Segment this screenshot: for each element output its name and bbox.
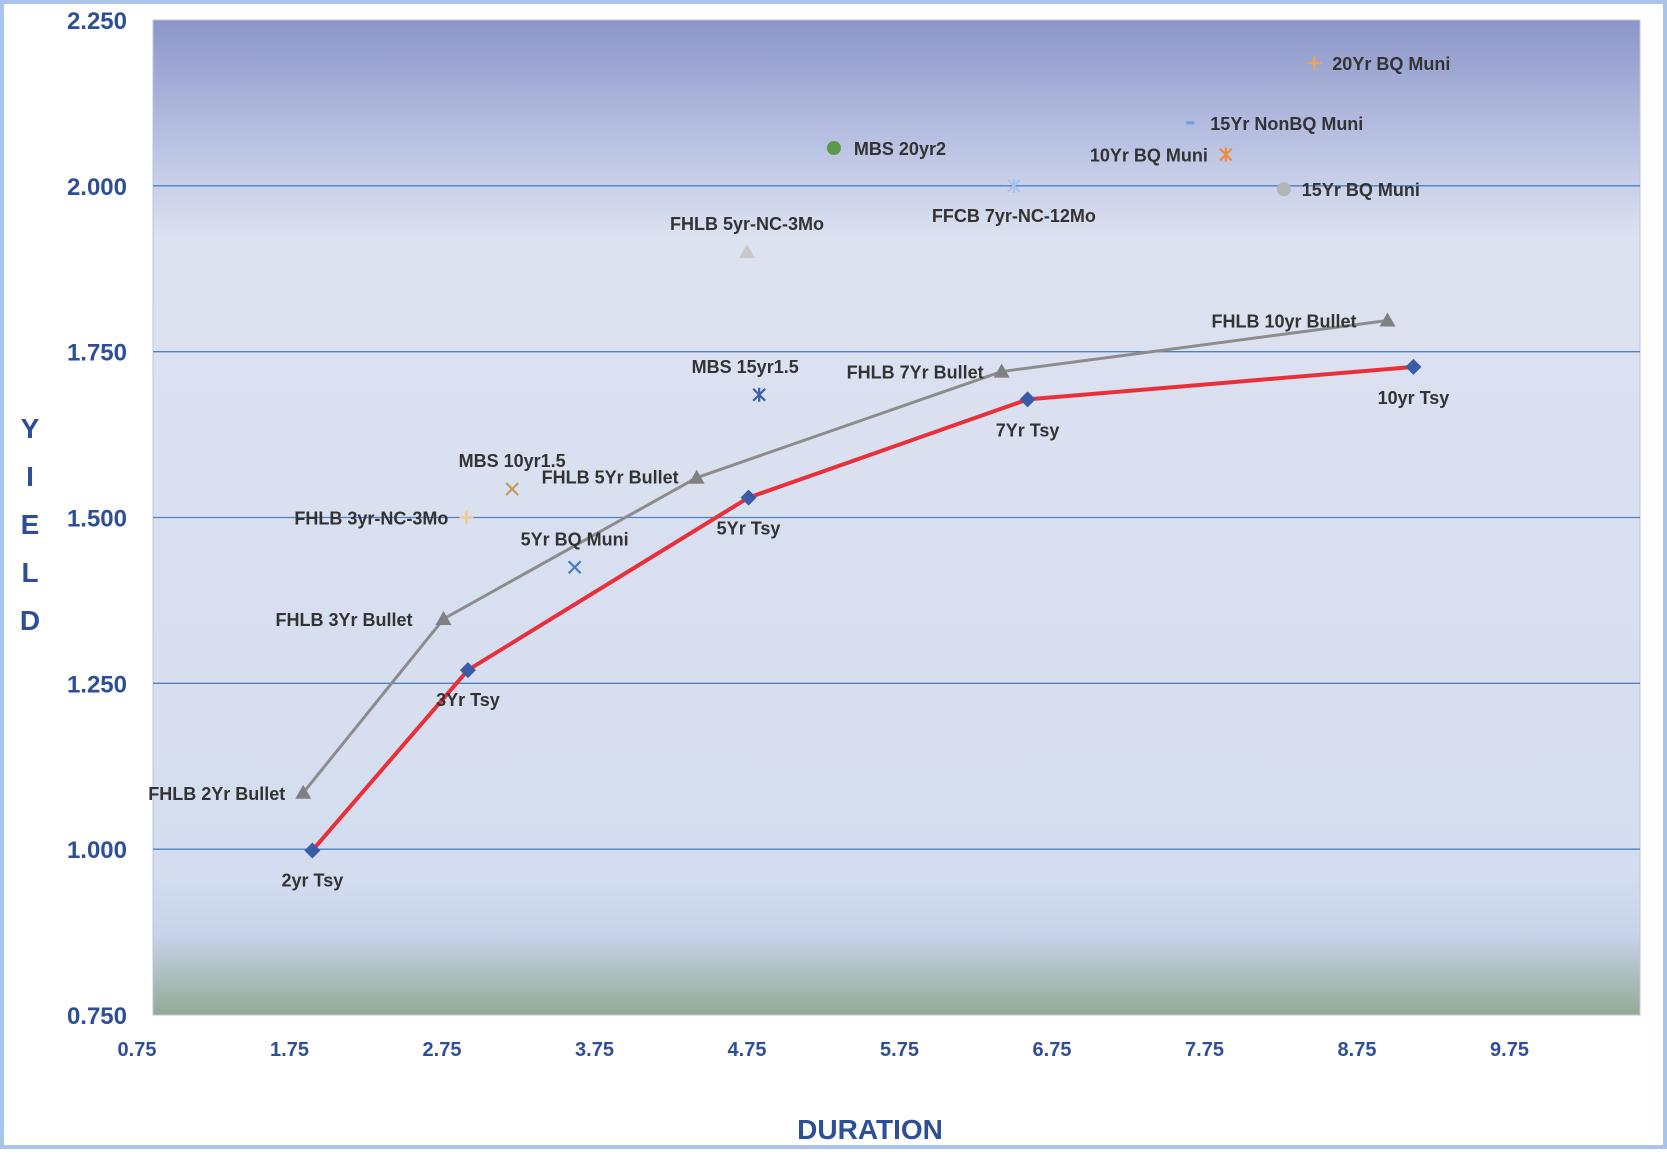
marker-mbs-10yr1-5 [505, 482, 519, 496]
marker-fhlb-5yr-bullet [688, 469, 705, 484]
point-label-2yr-tsy: 2yr Tsy [282, 870, 344, 890]
y-axis-title-letter: D [20, 605, 40, 636]
y-axis-title-letter: Y [21, 413, 40, 444]
point-label-7yr-tsy: 7Yr Tsy [996, 420, 1060, 440]
y-tick-label: 1.500 [67, 506, 127, 533]
marker-fhlb-3yr-bullet [435, 610, 452, 625]
marker-20yr-bq-muni [1307, 56, 1322, 71]
marker-mbs-15yr1-5 [752, 387, 766, 402]
point-label-fhlb-2yr-bullet: FHLB 2Yr Bullet [148, 784, 285, 804]
point-label-10yr-tsy: 10yr Tsy [1378, 388, 1450, 408]
marker-15yr-bq-muni [1276, 182, 1291, 197]
x-axis-title: DURATION [797, 1114, 943, 1145]
y-tick-label: 0.750 [67, 1003, 127, 1030]
marker-3yr-tsy [459, 662, 476, 679]
x-tick-label: 1.75 [270, 1039, 309, 1061]
marker-ffcb-7yr-nc-12mo [1007, 178, 1021, 193]
point-label-15yr-nonbq-muni: 15Yr NonBQ Muni [1210, 114, 1363, 134]
y-tick-label: 2.250 [67, 8, 127, 35]
gridlines [153, 185, 1640, 850]
point-label-mbs-10yr1-5: MBS 10yr1.5 [459, 451, 566, 471]
point-label-fhlb-5yr-bullet: FHLB 5Yr Bullet [542, 468, 679, 488]
marker-fhlb-3yr-nc-3mo [459, 510, 474, 525]
point-label-20yr-bq-muni: 20Yr BQ Muni [1332, 54, 1450, 74]
marker-mbs-20yr2 [826, 141, 841, 156]
point-label-mbs-20yr2: MBS 20yr2 [854, 139, 946, 159]
marker-fhlb-10yr-bullet [1379, 312, 1396, 327]
data-markers [295, 56, 1422, 859]
y-axis-title-letter: L [21, 557, 38, 588]
x-tick-label: 7.75 [1185, 1039, 1224, 1061]
point-label-fhlb-5yr-nc-3mo: FHLB 5yr-NC-3Mo [670, 214, 824, 234]
marker-7yr-tsy [1019, 391, 1036, 408]
point-label-fhlb-3yr-nc-3mo: FHLB 3yr-NC-3Mo [294, 509, 448, 529]
x-tick-label: 4.75 [728, 1039, 767, 1061]
marker-5yr-bq-muni [567, 560, 582, 575]
x-tick-label: 8.75 [1338, 1039, 1377, 1061]
point-label-5yr-tsy: 5Yr Tsy [717, 519, 781, 539]
point-label-fhlb-3yr-bullet: FHLB 3Yr Bullet [276, 610, 413, 630]
marker-fhlb-2yr-bullet [295, 784, 312, 799]
y-tick-label: 1.750 [67, 340, 127, 367]
marker-2yr-tsy [304, 842, 321, 859]
marker-fhlb-7yr-bullet [993, 363, 1010, 378]
point-label-15yr-bq-muni: 15Yr BQ Muni [1302, 180, 1420, 200]
x-axis-ticks: 0.75 1.75 2.75 3.75 4.75 5.75 6.75 7.75 8.75 9.75 [118, 1039, 1529, 1061]
y-axis-title-letter: I [26, 461, 34, 492]
x-tick-label: 6.75 [1033, 1039, 1072, 1061]
point-label-3yr-tsy: 3Yr Tsy [436, 690, 500, 710]
point-label-fhlb-10yr-bullet: FHLB 10yr Bullet [1211, 311, 1356, 331]
marker-5yr-tsy [740, 489, 757, 506]
point-label-5yr-bq-muni: 5Yr BQ Muni [521, 529, 629, 549]
point-label-mbs-15yr1-5: MBS 15yr1.5 [692, 357, 799, 377]
y-axis-title-letter: E [21, 509, 40, 540]
x-tick-label: 5.75 [880, 1039, 919, 1061]
marker-10yr-tsy [1405, 358, 1422, 375]
x-tick-label: 0.75 [118, 1039, 157, 1061]
point-label-10yr-bq-muni: 10Yr BQ Muni [1090, 146, 1208, 166]
y-tick-label: 2.000 [67, 174, 127, 201]
y-tick-label: 1.000 [67, 837, 127, 864]
point-label-fhlb-7yr-bullet: FHLB 7Yr Bullet [847, 363, 984, 383]
x-tick-label: 2.75 [423, 1039, 462, 1061]
y-tick-label: 1.250 [67, 671, 127, 698]
marker-fhlb-5yr-nc-3mo [739, 244, 755, 259]
x-tick-label: 3.75 [575, 1039, 614, 1061]
y-axis-ticks: 0.750 1.000 1.250 1.500 1.750 2.000 2.250 [67, 8, 127, 1030]
x-tick-label: 9.75 [1490, 1039, 1529, 1061]
marker-10yr-bq-muni [1219, 147, 1233, 162]
point-labels: 2yr Tsy 3Yr Tsy 5Yr Tsy 7Yr Tsy 10yr Tsy FHLB… [148, 54, 1450, 890]
point-label-ffcb-7yr-nc-12mo: FFCB 7yr-NC-12Mo [932, 206, 1096, 226]
